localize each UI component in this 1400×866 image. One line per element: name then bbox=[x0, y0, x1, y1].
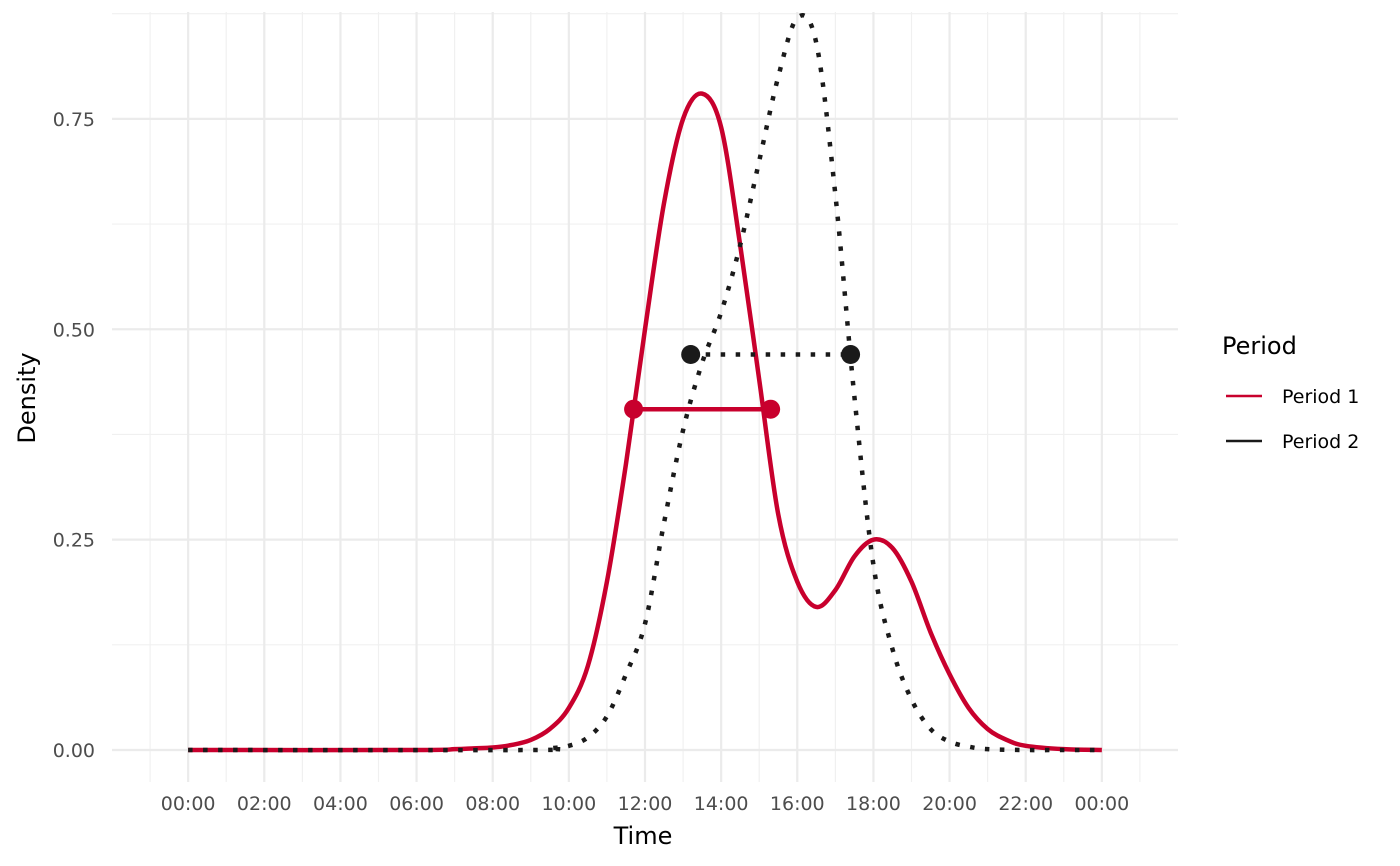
x-axis-ticks: 00:00 02:00 04:00 06:00 08:00 10:00 12:00 14:00… bbox=[161, 793, 1129, 815]
series-line-2 bbox=[188, 13, 1102, 753]
x-axis-title: Time bbox=[613, 822, 673, 850]
series-line-1 bbox=[188, 91, 1102, 753]
x-tick-label: 14:00 bbox=[694, 793, 749, 815]
x-tick-label: 16:00 bbox=[770, 793, 825, 815]
interval-start-point-2 bbox=[681, 345, 701, 365]
y-tick-label: 0.00 bbox=[53, 740, 95, 762]
interval-layer bbox=[624, 345, 861, 419]
x-tick-label: 00:00 bbox=[161, 793, 216, 815]
interval-start-point-1 bbox=[624, 399, 644, 419]
legend-title: Period bbox=[1222, 332, 1297, 360]
x-tick-label: 10:00 bbox=[541, 793, 596, 815]
legend-label-period-1: Period 1 bbox=[1282, 386, 1359, 408]
y-axis-ticks: 0.00 0.25 0.50 0.75 bbox=[53, 109, 95, 762]
y-tick-label: 0.25 bbox=[53, 530, 95, 552]
x-tick-label: 08:00 bbox=[465, 793, 520, 815]
x-tick-label: 02:00 bbox=[237, 793, 292, 815]
grid-lines bbox=[112, 12, 1178, 782]
interval-end-point-2 bbox=[841, 345, 861, 365]
x-tick-label: 06:00 bbox=[389, 793, 444, 815]
interval-end-point-1 bbox=[761, 399, 781, 419]
x-tick-label: 20:00 bbox=[922, 793, 977, 815]
y-tick-label: 0.75 bbox=[53, 109, 95, 131]
y-tick-label: 0.50 bbox=[53, 319, 95, 341]
series-layer bbox=[188, 13, 1102, 753]
x-tick-label: 00:00 bbox=[1074, 793, 1129, 815]
x-tick-label: 12:00 bbox=[618, 793, 673, 815]
x-tick-label: 18:00 bbox=[846, 793, 901, 815]
x-tick-label: 04:00 bbox=[313, 793, 368, 815]
x-tick-label: 22:00 bbox=[998, 793, 1053, 815]
legend: Period Period 1 Period 2 bbox=[1222, 332, 1359, 453]
legend-label-period-2: Period 2 bbox=[1282, 431, 1359, 453]
y-axis-title: Density bbox=[13, 352, 41, 443]
